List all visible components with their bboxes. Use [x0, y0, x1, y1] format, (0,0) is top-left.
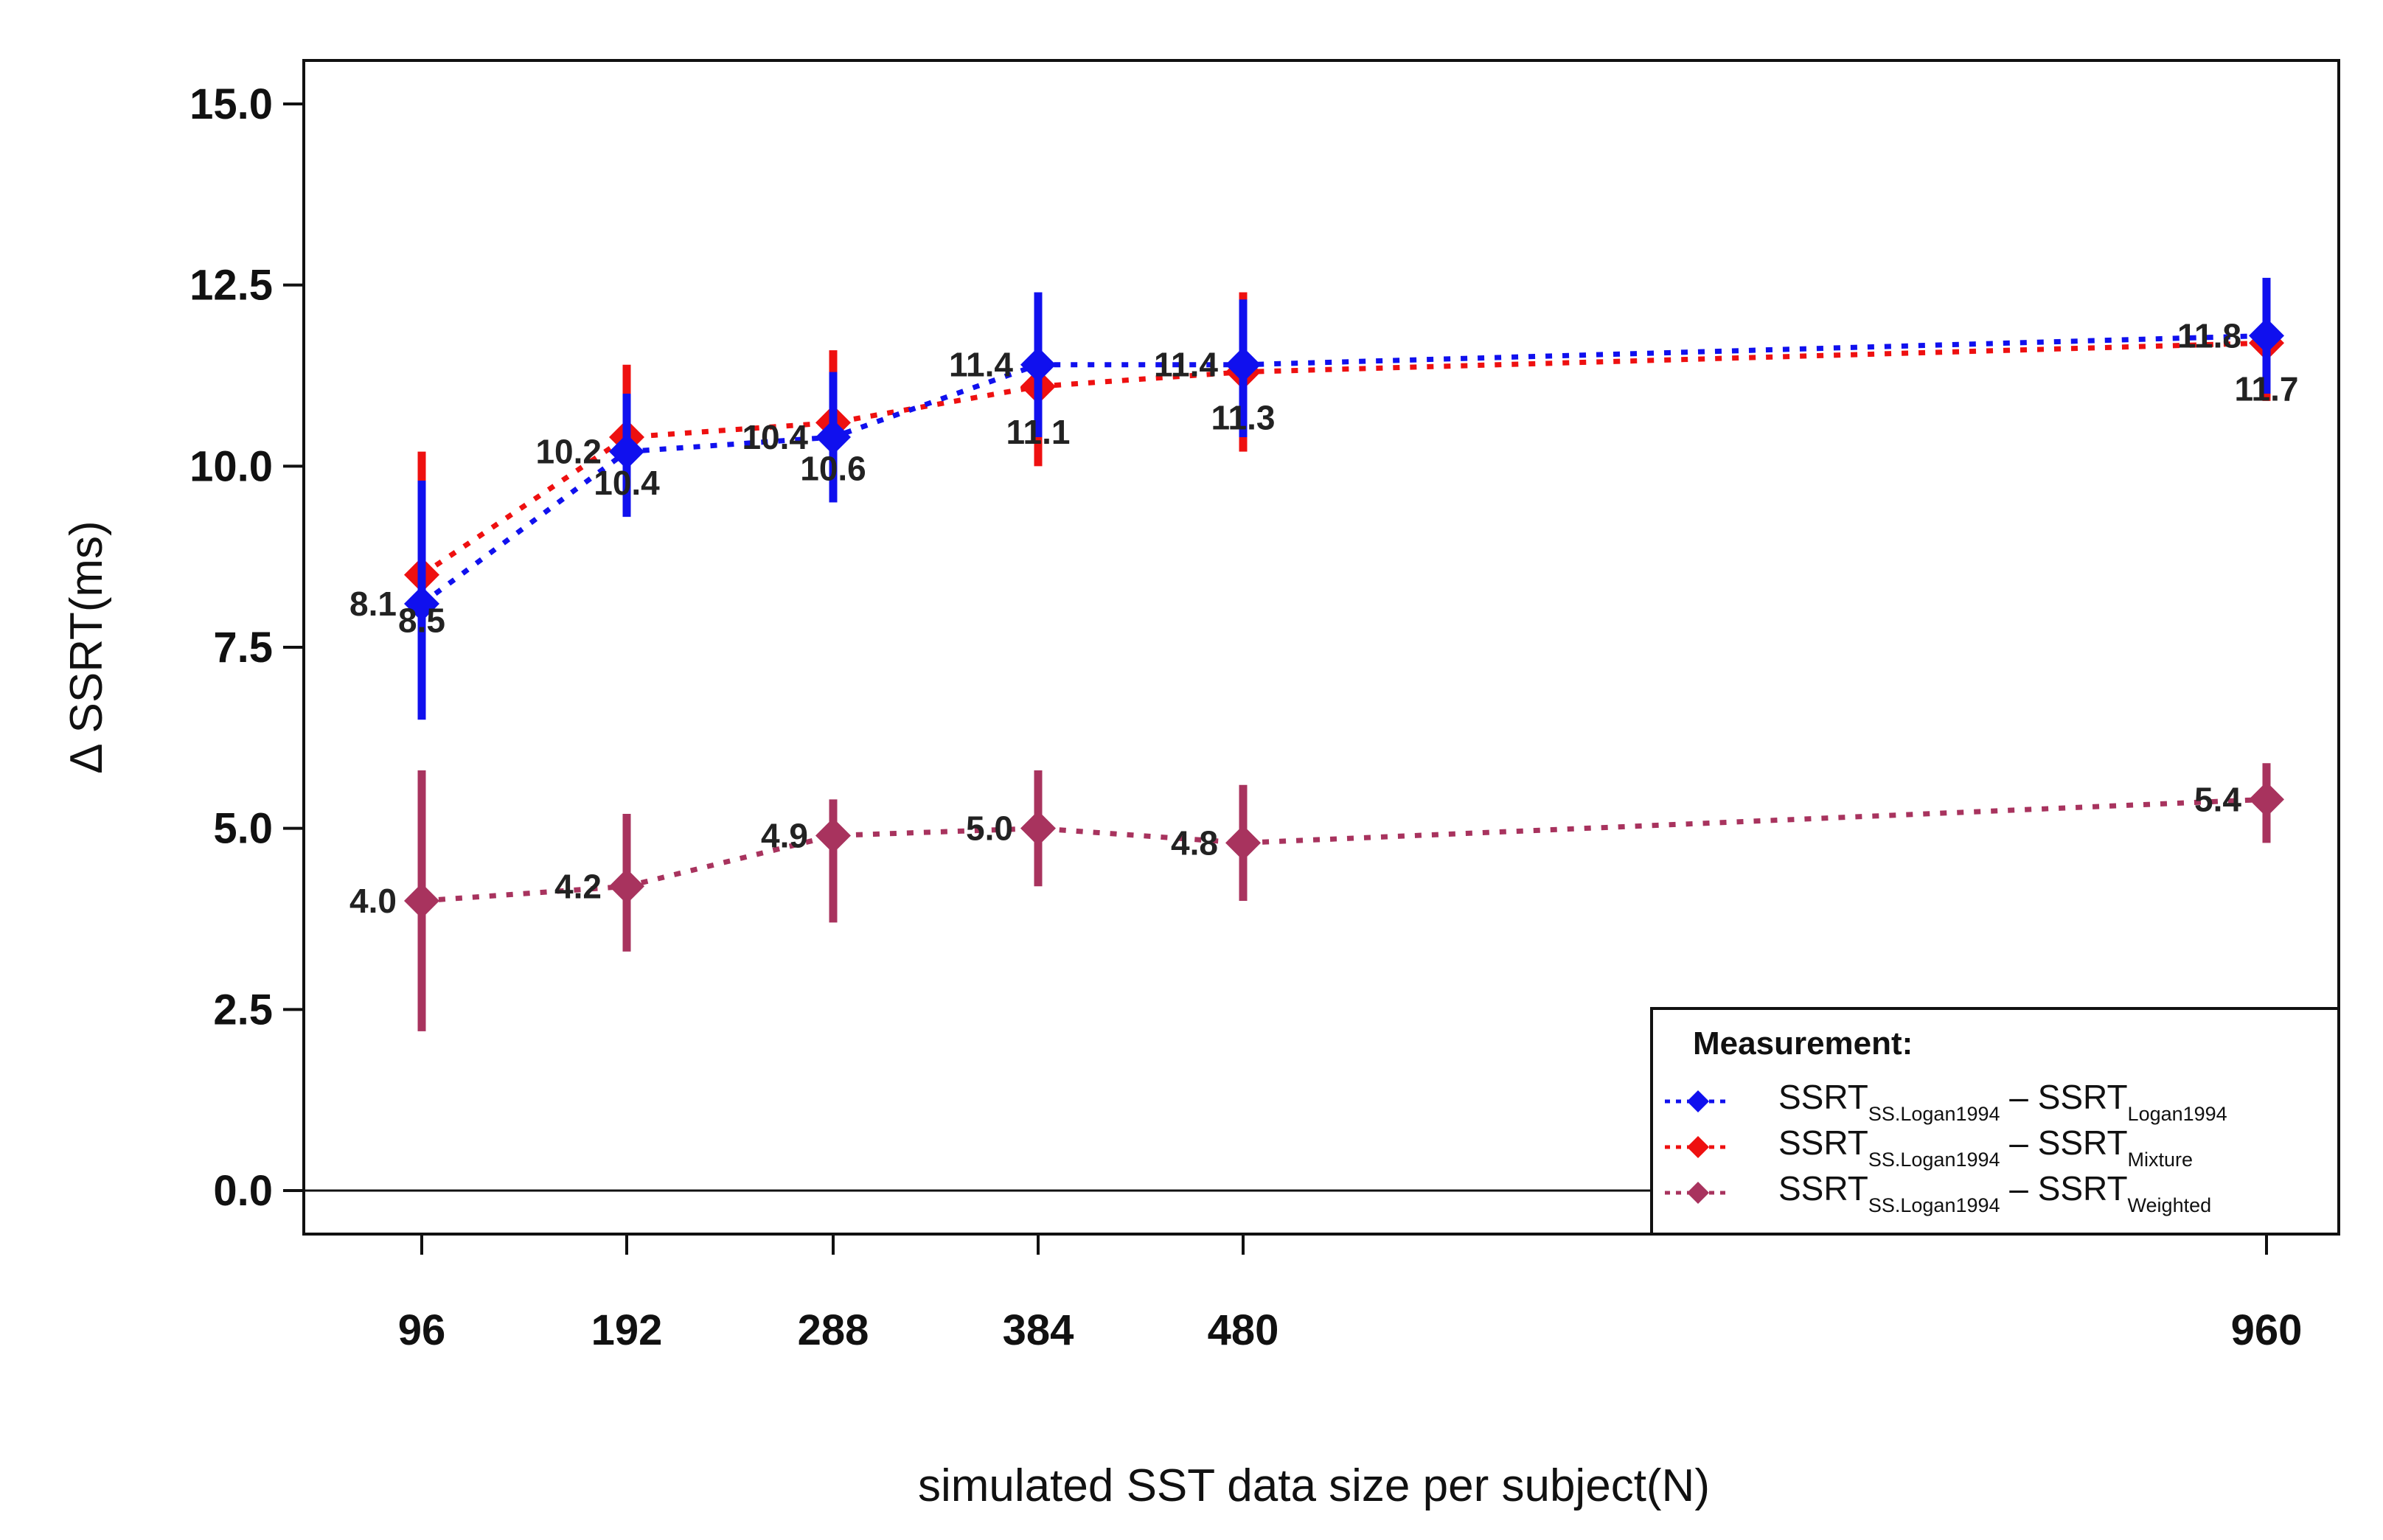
data-label: 5.0 [966, 809, 1013, 848]
y-tick-label: 0.0 [213, 1167, 273, 1215]
data-label: 8.5 [398, 602, 445, 640]
data-point [1020, 346, 1056, 383]
y-tick-label: 12.5 [189, 262, 273, 310]
legend-title: Measurement: [1693, 1025, 1913, 1062]
data-label: 11.4 [1154, 346, 1218, 384]
data-point [404, 586, 439, 622]
data-label: 11.1 [1006, 413, 1071, 451]
legend-marker [1687, 1090, 1709, 1112]
data-label: 11.8 [2177, 316, 2241, 355]
data-label: 4.9 [761, 817, 808, 855]
legend-label: SSRTSS.Logan1994 – SSRTMixture [1778, 1123, 2193, 1171]
data-point [1225, 346, 1261, 383]
data-labels-layer: 8.110.2 10.411.4 11.411.88.510.4 10.611.1 11… [349, 316, 2298, 920]
data-label: 4.2 [554, 867, 602, 905]
x-tick-label: 288 [798, 1306, 869, 1354]
x-tick-label: 96 [398, 1306, 446, 1354]
data-label: 10.6 [800, 449, 866, 487]
legend-label: SSRTSS.Logan1994 – SSRTWeighted [1778, 1169, 2211, 1216]
x-tick-label: 960 [2231, 1306, 2303, 1354]
y-axis-title: Δ SSRT(ms) [61, 520, 112, 773]
y-tick-label: 7.5 [213, 624, 273, 672]
y-axis: 0.0 2.5 5.0 7.5 10.0 12.5 15.0 [189, 80, 304, 1215]
x-axis-title: simulated SST data size per subject(N) [918, 1460, 1710, 1511]
series-line [420, 332, 2267, 606]
data-point [404, 882, 439, 919]
legend-marker [1687, 1182, 1709, 1204]
y-tick-label: 15.0 [189, 80, 273, 128]
legend-box [1650, 1007, 2340, 1236]
data-label: 5.4 [2194, 780, 2241, 818]
legend: Measurement: SSRTSS.Logan1994 – SSRTLoga… [1650, 1007, 2340, 1236]
data-label: 11.7 [2235, 369, 2299, 408]
data-label: 8.1 [349, 585, 397, 623]
data-label: 4.8 [1171, 823, 1218, 862]
data-point [815, 818, 851, 854]
legend-marker [1687, 1136, 1709, 1158]
x-tick-label: 384 [1003, 1306, 1074, 1354]
y-tick-label: 10.0 [189, 442, 273, 490]
data-point [1020, 810, 1056, 846]
x-tick-label: 192 [591, 1306, 663, 1354]
data-point [2249, 781, 2284, 818]
data-label: 10.2 [535, 433, 602, 471]
x-axis: 96 192 288 384 480 960 [398, 1234, 2303, 1354]
x-tick-label: 480 [1208, 1306, 1279, 1354]
series-layer [404, 277, 2284, 1031]
data-label: 11.4 [949, 346, 1013, 384]
data-point [609, 868, 644, 905]
y-tick-label: 5.0 [213, 805, 273, 853]
legend-entries: SSRTSS.Logan1994 – SSRTLogan1994SSRTSS.L… [1665, 1078, 2227, 1216]
series-line [421, 796, 2267, 904]
data-point [2249, 318, 2284, 354]
data-label: 11.3 [1211, 399, 1276, 437]
legend-label: SSRTSS.Logan1994 – SSRTLogan1994 [1778, 1078, 2227, 1125]
series-line [420, 340, 2267, 577]
data-label: 4.0 [349, 882, 397, 920]
data-label: 10.4 [594, 464, 660, 502]
data-point [1225, 825, 1261, 861]
data-point [609, 433, 644, 470]
data-label: 10.4 [742, 418, 808, 456]
data-point [815, 419, 851, 456]
y-tick-label: 2.5 [213, 986, 273, 1034]
